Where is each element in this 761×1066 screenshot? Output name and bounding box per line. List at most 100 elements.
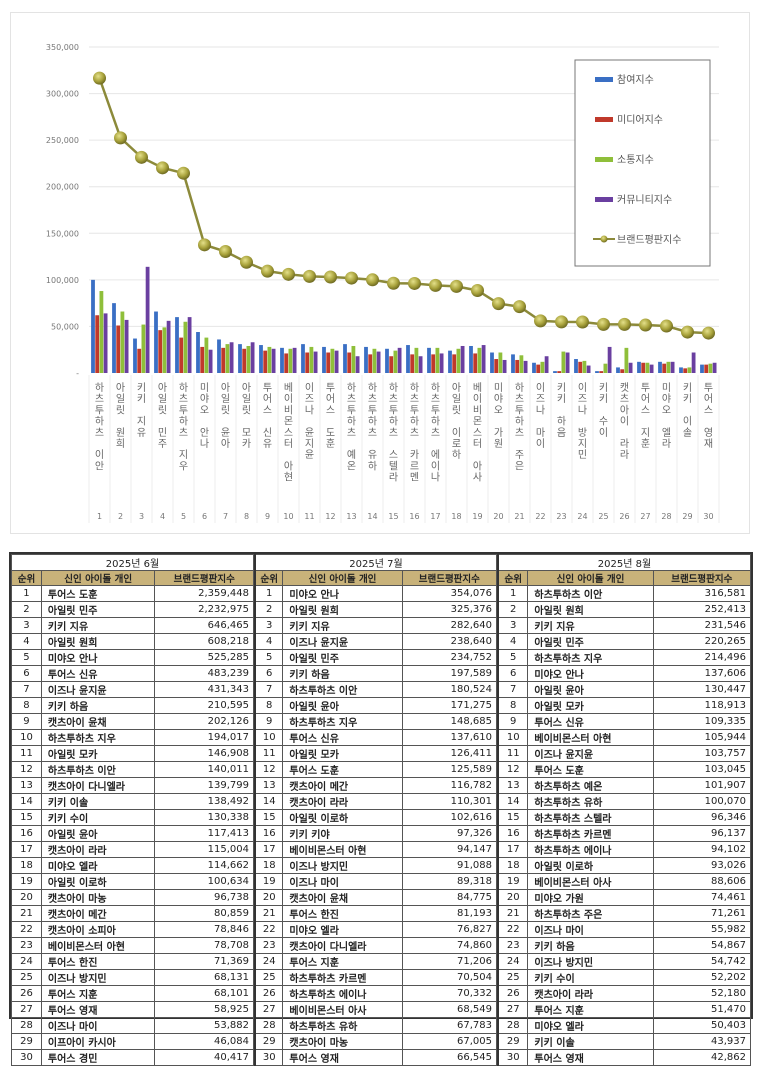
brand-index-cell: 42,862 (652, 1049, 752, 1066)
x-category-number: 8 (244, 512, 249, 521)
rank-cell: 27 (11, 1001, 42, 1018)
table-row: 24 투어스 한진 71,369 (11, 953, 254, 970)
brand-index-cell: 70,332 (401, 985, 498, 1002)
brand-index-cell: 115,004 (154, 841, 254, 858)
y-axis-ticks: - 50,000 100,000 150,000 200,000 250,000 300,0… (46, 43, 79, 378)
table-row: 1 하츠투하츠 이안 316,581 (497, 585, 752, 602)
rank-cell: 29 (497, 1033, 529, 1050)
bar (628, 362, 633, 373)
rank-cell: 3 (497, 617, 529, 634)
idol-name-cell: 투어스 한진 (40, 953, 156, 970)
table-row: 25 이즈나 방지민 68,131 (11, 969, 254, 986)
brand-index-cell: 140,011 (154, 761, 254, 778)
idol-name-cell: 이즈나 마이 (527, 921, 654, 938)
idol-name-cell: 캣츠아이 메간 (40, 905, 156, 922)
idol-name-cell: 하츠투하츠 유하 (527, 793, 654, 810)
brand-index-cell: 220,265 (652, 633, 752, 650)
rank-cell: 7 (497, 681, 529, 698)
bar (397, 347, 402, 373)
rank-cell: 25 (11, 969, 42, 986)
table-row: 18 미야오 엘라 114,662 (11, 857, 254, 874)
table-july: 2025년 7월 순위 신인 아이돌 개인 브랜드평판지수 1 미야오 안나 354… (254, 554, 498, 1066)
bar (532, 362, 536, 373)
idol-name-cell: 투어스 신유 (282, 729, 403, 746)
idol-name-cell: 이즈나 마이 (282, 873, 403, 890)
line-marker (702, 326, 715, 340)
brand-index-cell: 78,708 (154, 937, 254, 954)
table-row: 23 베이비몬스터 아현 78,708 (11, 937, 254, 954)
bar (649, 364, 654, 373)
table-row: 9 하츠투하츠 지우 148,685 (254, 713, 498, 730)
table-row: 29 캣츠아이 마농 67,005 (254, 1033, 498, 1050)
chart-canvas: - 50,000 100,000 150,000 200,000 250,000 300,0… (46, 43, 720, 523)
bar (435, 347, 440, 373)
brand-index-cell: 180,524 (401, 681, 498, 698)
table-row: 5 아일릿 민주 234,752 (254, 649, 498, 666)
idol-name-cell: 키키 키야 (282, 825, 403, 842)
rank-cell: 8 (497, 697, 529, 714)
brand-index-cell: 96,137 (652, 825, 752, 842)
brand-index-cell: 89,318 (401, 873, 498, 890)
idol-name-cell: 키키 수이 (527, 969, 654, 986)
idol-name-cell: 하츠투하츠 주은 (527, 905, 654, 922)
rank-cell: 12 (497, 761, 529, 778)
line-marker (345, 271, 358, 285)
rank-cell: 6 (497, 665, 529, 682)
bar (292, 347, 297, 373)
idol-name-cell: 캣츠아이 라라 (527, 985, 654, 1002)
table-row: 28 이즈나 마이 53,882 (11, 1017, 254, 1034)
table-row: 17 캣츠아이 라라 115,004 (11, 841, 254, 858)
table-row: 8 키키 하음 210,595 (11, 697, 254, 714)
idol-name-cell: 투어스 한진 (282, 905, 403, 922)
bar (666, 361, 671, 373)
x-category-number: 4 (160, 512, 165, 521)
brand-index-cell: 214,496 (652, 649, 752, 666)
x-category-number: 28 (661, 512, 671, 521)
idol-name-cell: 미야오 가원 (527, 889, 654, 906)
col-name: 신인 아이돌 개인 (282, 570, 403, 586)
rank-cell: 4 (254, 633, 284, 650)
table-row: 4 이즈나 윤지윤 238,640 (254, 633, 498, 650)
table-row: 4 아일릿 민주 220,265 (497, 633, 752, 650)
x-category-number: 22 (535, 512, 545, 521)
bar (187, 317, 192, 373)
legend-swatch (595, 157, 613, 162)
idol-name-cell: 투어스 영재 (40, 1001, 156, 1018)
rank-cell: 21 (11, 905, 42, 922)
brand-index-cell: 118,913 (652, 697, 752, 714)
line-marker (303, 269, 316, 283)
table-august: 2025년 8월 순위 신인 아이돌 개인 브랜드평판지수 1 하츠투하츠 이안 3… (497, 554, 752, 1066)
bar (334, 350, 339, 373)
idol-name-cell: 아일릿 민주 (527, 633, 654, 650)
idol-name-cell: 키키 하음 (282, 665, 403, 682)
idol-name-cell: 미야오 엘라 (527, 1017, 654, 1034)
idol-name-cell: 미야오 엘라 (282, 921, 403, 938)
rank-cell: 15 (11, 809, 42, 826)
bar (103, 313, 108, 373)
rank-cell: 10 (497, 729, 529, 746)
brand-index-cell: 51,470 (652, 1001, 752, 1018)
bar (217, 339, 221, 373)
rank-cell: 9 (11, 713, 42, 730)
table-row: 28 미야오 엘라 50,403 (497, 1017, 752, 1034)
bar (225, 344, 230, 373)
bar (229, 342, 234, 373)
bar (259, 345, 263, 373)
table-row: 22 이즈나 마이 55,982 (497, 921, 752, 938)
bar (595, 371, 599, 373)
rank-cell: 19 (254, 873, 284, 890)
line-marker (555, 315, 568, 329)
x-category-number: 26 (619, 512, 629, 521)
brand-index-cell: 646,465 (154, 617, 254, 634)
rank-cell: 19 (11, 873, 42, 890)
bar (372, 348, 377, 373)
